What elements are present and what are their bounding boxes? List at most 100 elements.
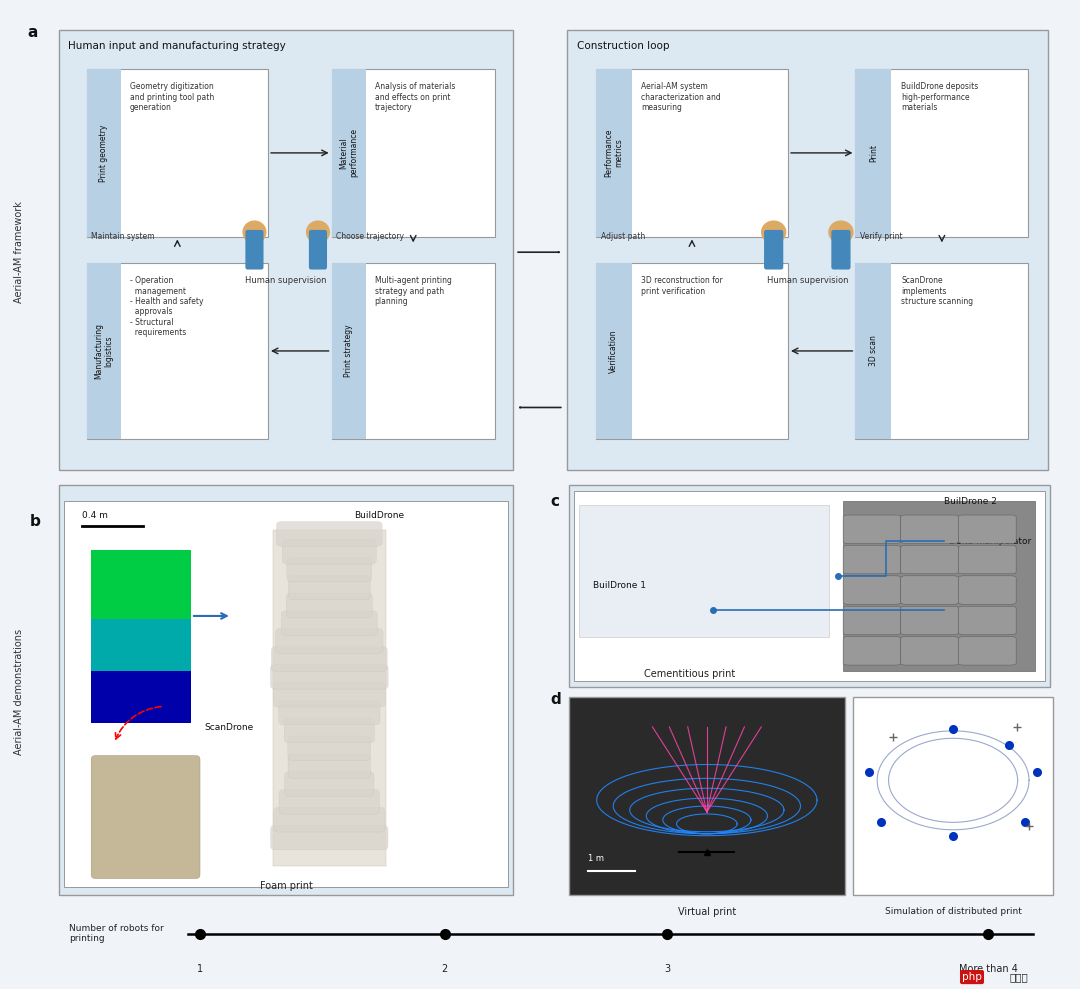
FancyBboxPatch shape bbox=[569, 485, 1050, 687]
FancyBboxPatch shape bbox=[91, 671, 191, 723]
FancyBboxPatch shape bbox=[958, 606, 1016, 635]
FancyBboxPatch shape bbox=[282, 539, 376, 564]
FancyBboxPatch shape bbox=[901, 606, 958, 635]
FancyBboxPatch shape bbox=[855, 69, 891, 236]
FancyBboxPatch shape bbox=[64, 501, 509, 887]
FancyBboxPatch shape bbox=[596, 69, 632, 236]
FancyBboxPatch shape bbox=[270, 665, 388, 689]
Text: c: c bbox=[551, 494, 559, 509]
FancyBboxPatch shape bbox=[287, 557, 372, 582]
Circle shape bbox=[243, 222, 266, 243]
FancyBboxPatch shape bbox=[276, 521, 382, 546]
Text: Print geometry: Print geometry bbox=[99, 125, 108, 182]
Text: Simulation of distributed print: Simulation of distributed print bbox=[885, 907, 1022, 916]
FancyBboxPatch shape bbox=[843, 606, 901, 635]
FancyBboxPatch shape bbox=[285, 771, 374, 796]
Text: Maintain system: Maintain system bbox=[91, 231, 154, 241]
Text: Human supervision: Human supervision bbox=[767, 276, 848, 285]
FancyBboxPatch shape bbox=[855, 69, 1028, 236]
FancyBboxPatch shape bbox=[59, 485, 513, 895]
Text: 0.4 m: 0.4 m bbox=[82, 511, 108, 520]
Text: Print: Print bbox=[869, 143, 878, 162]
FancyBboxPatch shape bbox=[332, 263, 495, 439]
FancyBboxPatch shape bbox=[288, 736, 370, 761]
FancyBboxPatch shape bbox=[901, 576, 958, 604]
FancyBboxPatch shape bbox=[901, 546, 958, 574]
Text: - Operation
  management
- Health and safety
  approvals
- Structural
  requirem: - Operation management - Health and safe… bbox=[130, 276, 203, 337]
Text: Choose trajectory: Choose trajectory bbox=[336, 231, 404, 241]
FancyBboxPatch shape bbox=[596, 263, 632, 439]
Text: Analysis of materials
and effects on print
trajectory: Analysis of materials and effects on pri… bbox=[375, 82, 455, 113]
FancyBboxPatch shape bbox=[764, 229, 783, 270]
FancyBboxPatch shape bbox=[567, 30, 1048, 470]
FancyBboxPatch shape bbox=[86, 263, 121, 439]
Text: Adjust path: Adjust path bbox=[600, 231, 645, 241]
FancyBboxPatch shape bbox=[91, 550, 191, 619]
FancyBboxPatch shape bbox=[86, 69, 121, 236]
FancyBboxPatch shape bbox=[832, 229, 851, 270]
FancyBboxPatch shape bbox=[273, 807, 384, 832]
Text: Construction loop: Construction loop bbox=[577, 41, 670, 50]
Text: Aerial-AM demonstrations: Aerial-AM demonstrations bbox=[14, 629, 25, 756]
FancyBboxPatch shape bbox=[59, 30, 513, 470]
FancyBboxPatch shape bbox=[288, 576, 370, 599]
Text: Aerial-AM framework: Aerial-AM framework bbox=[14, 201, 25, 304]
Text: BuildDrone: BuildDrone bbox=[354, 511, 404, 520]
Text: 中文网: 中文网 bbox=[1010, 972, 1028, 982]
Text: 3D reconstruction for
print verification: 3D reconstruction for print verification bbox=[642, 276, 724, 296]
FancyBboxPatch shape bbox=[279, 700, 380, 725]
FancyBboxPatch shape bbox=[332, 263, 365, 439]
Text: Cementitious print: Cementitious print bbox=[644, 670, 734, 679]
FancyBboxPatch shape bbox=[958, 637, 1016, 665]
Text: Manufacturing
logistics: Manufacturing logistics bbox=[94, 323, 113, 379]
Text: Verification: Verification bbox=[609, 329, 619, 373]
FancyBboxPatch shape bbox=[288, 754, 370, 778]
FancyBboxPatch shape bbox=[273, 682, 386, 707]
FancyBboxPatch shape bbox=[272, 530, 386, 866]
FancyBboxPatch shape bbox=[855, 263, 1028, 439]
Text: 1: 1 bbox=[197, 964, 203, 974]
FancyBboxPatch shape bbox=[279, 789, 379, 814]
FancyBboxPatch shape bbox=[332, 69, 365, 236]
FancyBboxPatch shape bbox=[853, 697, 1053, 895]
FancyBboxPatch shape bbox=[86, 69, 268, 236]
FancyBboxPatch shape bbox=[275, 629, 383, 654]
Text: Aerial-AM system
characterization and
measuring: Aerial-AM system characterization and me… bbox=[642, 82, 721, 113]
FancyBboxPatch shape bbox=[569, 697, 845, 895]
Text: Human input and manufacturing strategy: Human input and manufacturing strategy bbox=[68, 41, 286, 50]
Circle shape bbox=[761, 222, 785, 243]
FancyBboxPatch shape bbox=[281, 611, 377, 636]
Text: d: d bbox=[551, 692, 562, 707]
FancyBboxPatch shape bbox=[91, 619, 191, 671]
Text: Virtual print: Virtual print bbox=[678, 907, 735, 917]
Text: Number of robots for
printing: Number of robots for printing bbox=[69, 924, 164, 943]
FancyBboxPatch shape bbox=[596, 263, 788, 439]
FancyBboxPatch shape bbox=[91, 756, 200, 878]
Text: php: php bbox=[962, 972, 982, 982]
FancyBboxPatch shape bbox=[958, 576, 1016, 604]
FancyBboxPatch shape bbox=[286, 593, 373, 618]
FancyBboxPatch shape bbox=[86, 263, 268, 439]
Text: 3D scan: 3D scan bbox=[869, 335, 878, 366]
Text: Human supervision: Human supervision bbox=[245, 276, 327, 285]
FancyBboxPatch shape bbox=[573, 491, 1045, 681]
Text: a: a bbox=[27, 25, 38, 40]
FancyBboxPatch shape bbox=[284, 718, 375, 743]
Text: Multi-agent printing
strategy and path
planning: Multi-agent printing strategy and path p… bbox=[375, 276, 451, 306]
Text: Material
performance: Material performance bbox=[339, 129, 359, 177]
FancyBboxPatch shape bbox=[843, 546, 901, 574]
Text: Verify print: Verify print bbox=[860, 231, 903, 241]
FancyBboxPatch shape bbox=[843, 576, 901, 604]
Text: Delta manipulator: Delta manipulator bbox=[949, 537, 1031, 546]
Text: More than 4: More than 4 bbox=[959, 964, 1017, 974]
Circle shape bbox=[829, 222, 853, 243]
FancyBboxPatch shape bbox=[843, 637, 901, 665]
Text: Performance
metrics: Performance metrics bbox=[604, 129, 623, 177]
Text: BuilDrone 1: BuilDrone 1 bbox=[593, 582, 646, 590]
FancyBboxPatch shape bbox=[332, 69, 495, 236]
FancyBboxPatch shape bbox=[958, 546, 1016, 574]
FancyBboxPatch shape bbox=[958, 515, 1016, 543]
FancyBboxPatch shape bbox=[596, 69, 788, 236]
FancyBboxPatch shape bbox=[579, 504, 828, 637]
FancyBboxPatch shape bbox=[901, 515, 958, 543]
